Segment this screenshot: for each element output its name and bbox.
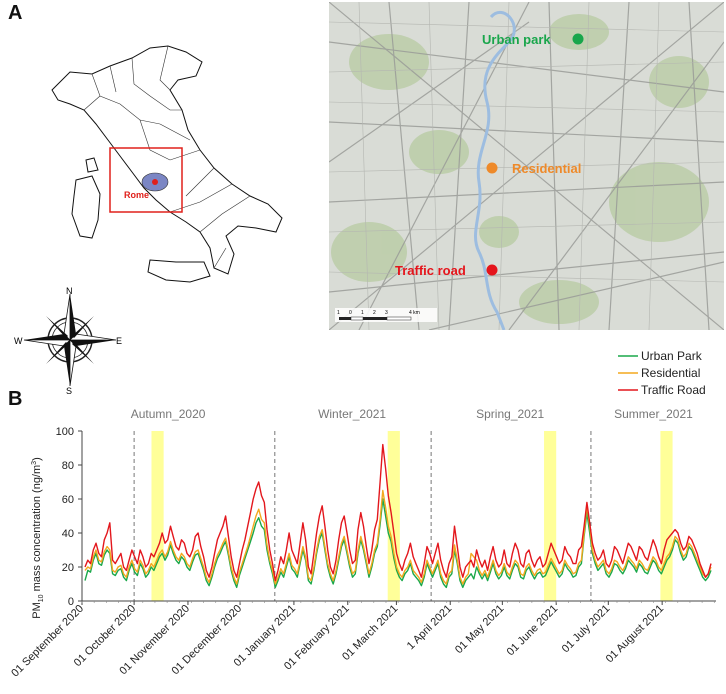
map-green-areas — [331, 14, 709, 324]
legend-label-2: Traffic Road — [641, 383, 706, 397]
rome-marker — [152, 179, 158, 185]
series-line-urban-park — [84, 498, 712, 589]
season-label-2: Spring_2021 — [476, 407, 544, 421]
rome-map: Urban park Residential Traffic road 1 0 … — [329, 2, 724, 330]
site-traffic-road-label: Traffic road — [395, 263, 466, 278]
scale-label-4: 3 — [385, 310, 388, 316]
italy-outline — [51, 45, 283, 283]
scale-label-5: 4 km — [409, 310, 420, 316]
highlight-bands — [151, 431, 673, 601]
series-line-traffic-road — [84, 443, 712, 582]
season-label-3: Summer_2021 — [614, 407, 693, 421]
y-tick-label-4: 80 — [62, 460, 74, 472]
map-scale-bar: 1 0 1 2 3 4 km — [335, 308, 437, 322]
panel-label-a: A — [8, 2, 23, 24]
y-axis-label: PM10 mass concentration (ng/m3) — [31, 457, 45, 619]
panel-label-b: B — [8, 388, 23, 410]
y-tick-label-0: 0 — [68, 596, 74, 608]
rome-label: Rome — [124, 190, 149, 200]
region-borders — [83, 45, 251, 269]
italy-map: Rome — [51, 45, 283, 283]
highlight-band-1 — [387, 431, 400, 601]
y-tick-label-1: 20 — [62, 562, 74, 574]
compass-w: W — [14, 336, 23, 346]
map-streets-minor — [329, 2, 724, 330]
scale-label-1: 0 — [349, 310, 352, 316]
scale-label-0: 1 — [337, 310, 340, 316]
site-residential-label: Residential — [512, 161, 581, 176]
compass-rose: N S E W — [14, 286, 122, 396]
compass-n: N — [66, 286, 73, 296]
y-tick-label-2: 40 — [62, 528, 74, 540]
site-urban-park-label: Urban park — [482, 32, 551, 47]
x-tick-label-7: 1 April 2021 — [405, 603, 455, 653]
season-label-1: Winter_2021 — [318, 407, 386, 421]
site-residential-marker — [486, 162, 498, 174]
chart-legend: Urban Park Residential Traffic Road — [618, 349, 706, 397]
highlight-band-0 — [151, 431, 164, 601]
rome-frame — [109, 147, 183, 213]
season-label-0: Autumn_2020 — [131, 407, 206, 421]
scale-label-3: 2 — [373, 310, 376, 316]
highlight-band-3 — [660, 431, 673, 601]
chart-series — [84, 443, 712, 589]
compass-s: S — [66, 386, 72, 396]
compass-e: E — [116, 336, 122, 346]
x-tick-label-11: 01 August 2021 — [604, 603, 667, 666]
pm10-chart: Urban Park Residential Traffic Road Autumn… — [9, 349, 716, 679]
y-tick-label-3: 60 — [62, 494, 74, 506]
x-tick-label-10: 01 July 2021 — [560, 603, 613, 656]
scale-label-2: 1 — [361, 310, 364, 316]
tiber-river — [474, 10, 516, 330]
site-urban-park-marker — [572, 33, 584, 45]
series-line-residential — [84, 489, 712, 585]
legend-label-0: Urban Park — [641, 349, 703, 363]
season-labels: Autumn_2020 Winter_2021 Spring_2021 Summer_… — [131, 407, 693, 421]
x-tick-label-9: 01 June 2021 — [505, 603, 561, 659]
x-tick-label-0: 01 September 2020 — [9, 603, 86, 680]
y-tick-label-5: 100 — [56, 426, 74, 438]
x-tick-label-8: 01 May 2021 — [453, 603, 506, 656]
site-traffic-road-marker — [486, 264, 498, 276]
legend-label-1: Residential — [641, 366, 700, 380]
